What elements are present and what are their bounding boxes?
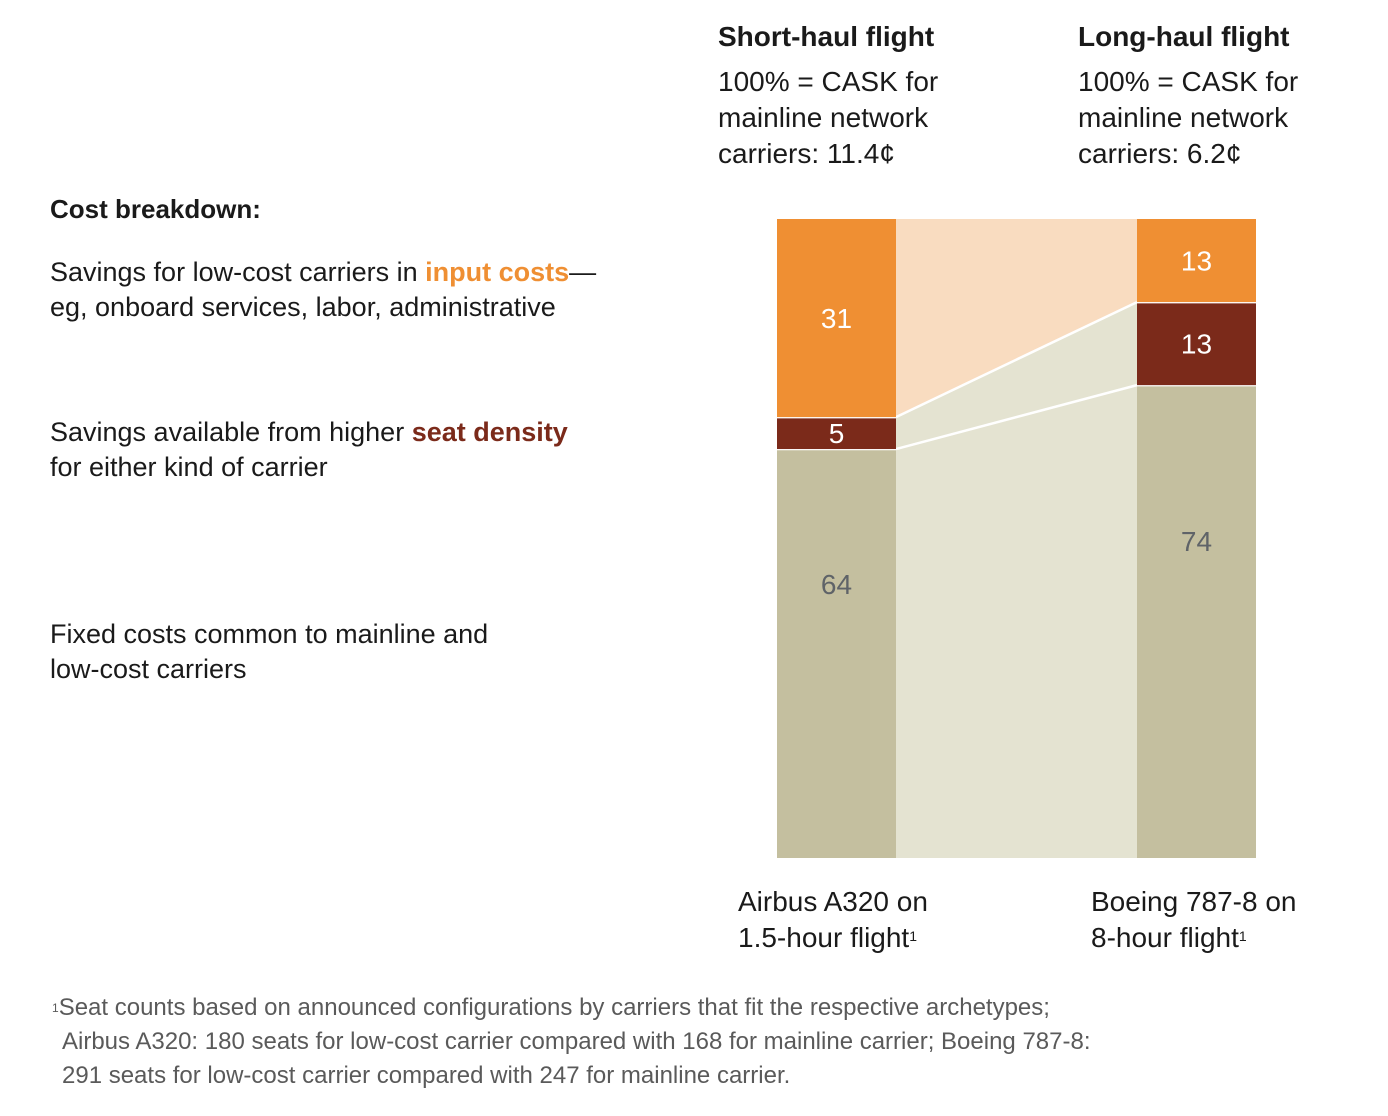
bar-segment-fixed-costs bbox=[1137, 385, 1256, 858]
data-label-seat-density: 5 bbox=[829, 418, 845, 449]
footnote-marker: 1 bbox=[1238, 928, 1247, 944]
subtitle-line: mainline network bbox=[1078, 102, 1289, 133]
column-subtitle: 100% = CASK for mainline network carrier… bbox=[1078, 64, 1298, 172]
column-subtitle: 100% = CASK for mainline network carrier… bbox=[718, 64, 938, 172]
legend-highlight-seat-density: seat density bbox=[411, 417, 568, 447]
x-label-787: Boeing 787-8 on 8-hour flight1 bbox=[1091, 884, 1297, 956]
footnote-line: Seat counts based on announced configura… bbox=[58, 994, 1050, 1021]
connector-band-fixed bbox=[896, 302, 1137, 858]
legend-item-seat-density: Savings available from higher seat densi… bbox=[50, 415, 568, 485]
bar-segment-input-costs bbox=[777, 219, 896, 418]
bar-segment-fixed-costs bbox=[777, 449, 896, 858]
data-label-input-costs: 31 bbox=[821, 303, 852, 334]
legend-heading: Cost breakdown: bbox=[50, 194, 261, 224]
column-header-long-haul: Long-haul flight 100% = CASK for mainlin… bbox=[1078, 20, 1298, 172]
connector-line bbox=[895, 383, 1138, 451]
x-label-line: 8-hour flight bbox=[1091, 922, 1239, 953]
x-label-line: 1.5-hour flight bbox=[738, 922, 910, 953]
bar-segment-seat-density bbox=[1137, 302, 1256, 386]
legend-text: — bbox=[569, 257, 597, 287]
column-header-short-haul: Short-haul flight 100% = CASK for mainli… bbox=[718, 20, 938, 172]
footnote-line: Airbus A320: 180 seats for low-cost carr… bbox=[62, 1028, 1091, 1055]
connector-band-input-costs bbox=[896, 219, 1137, 418]
legend-text: Savings for low-cost carriers in bbox=[50, 257, 426, 287]
footnote-marker: 1 bbox=[52, 1001, 59, 1015]
legend-text: for either kind of carrier bbox=[50, 452, 328, 482]
subtitle-line: carriers: 11.4¢ bbox=[718, 138, 895, 169]
legend-item-fixed-costs: Fixed costs common to mainline and low-c… bbox=[50, 617, 488, 687]
data-label-fixed-costs: 74 bbox=[1181, 526, 1212, 557]
legend-text: eg, onboard services, labor, administrat… bbox=[50, 292, 556, 322]
data-label-fixed-costs: 64 bbox=[821, 569, 852, 600]
footnote: 1Seat counts based on announced configur… bbox=[52, 991, 1091, 1093]
footnote-line: 291 seats for low-cost carrier compared … bbox=[62, 1062, 791, 1089]
column-title: Long-haul flight bbox=[1078, 21, 1290, 52]
legend-text: low-cost carriers bbox=[50, 654, 247, 684]
connector-line bbox=[895, 300, 1138, 419]
footnote-marker: 1 bbox=[909, 928, 918, 944]
subtitle-line: mainline network bbox=[718, 102, 929, 133]
column-title: Short-haul flight bbox=[718, 21, 935, 52]
bar-segment-seat-density bbox=[777, 417, 896, 450]
subtitle-line: carriers: 6.2¢ bbox=[1078, 138, 1242, 169]
legend-item-input-costs: Savings for low-cost carriers in input c… bbox=[50, 255, 596, 325]
legend-text: Fixed costs common to mainline and bbox=[50, 619, 489, 649]
x-label-line: Boeing 787-8 on bbox=[1091, 886, 1297, 917]
data-label-input-costs: 13 bbox=[1181, 246, 1212, 277]
x-label-a320: Airbus A320 on 1.5-hour flight1 bbox=[738, 884, 928, 956]
subtitle-line: 100% = CASK for bbox=[1078, 66, 1299, 97]
subtitle-line: 100% = CASK for bbox=[718, 66, 939, 97]
legend-text: Savings available from higher bbox=[50, 417, 412, 447]
data-label-seat-density: 13 bbox=[1181, 329, 1212, 360]
legend-highlight-input-costs: input costs bbox=[425, 257, 570, 287]
x-label-line: Airbus A320 on bbox=[738, 886, 928, 917]
bar-segment-input-costs bbox=[1137, 219, 1256, 303]
